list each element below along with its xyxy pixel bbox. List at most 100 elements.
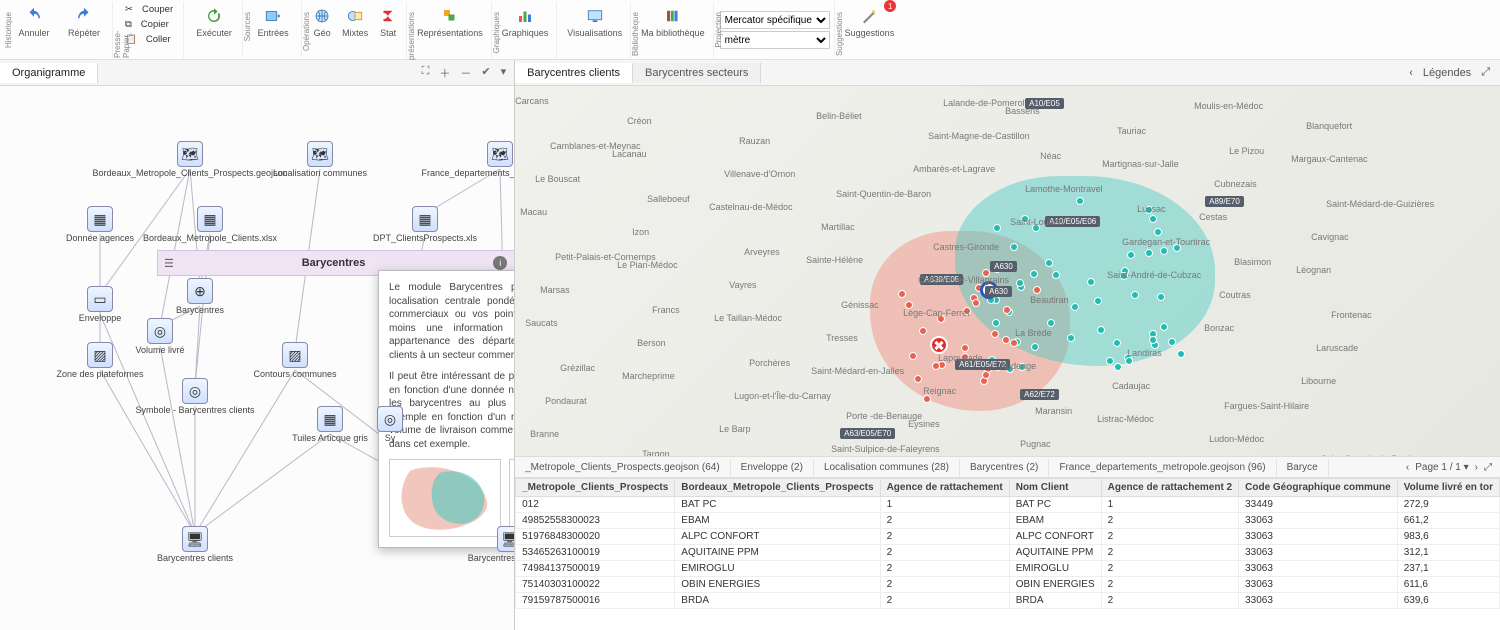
- tab-barycentres-secteurs[interactable]: Barycentres secteurs: [633, 63, 761, 83]
- group-label-history: Historique: [4, 12, 13, 48]
- chevron-down-icon[interactable]: ▾: [501, 65, 507, 81]
- legends-button[interactable]: Légendes: [1423, 67, 1471, 79]
- place-label: Tauriac: [1117, 126, 1146, 136]
- table-row[interactable]: 012BAT PC1BAT PC133449272,9: [516, 497, 1500, 513]
- tab-barycentres-clients[interactable]: Barycentres clients: [515, 63, 633, 83]
- table-row[interactable]: 75140303100022OBIN ENERGIES2OBIN ENERGIE…: [516, 577, 1500, 593]
- org-node-dptsect[interactable]: ▦DPT_Sect: [500, 206, 514, 244]
- marker-forbidden[interactable]: [930, 336, 948, 354]
- fit-icon[interactable]: ⛶: [422, 65, 430, 81]
- org-node-tuiles[interactable]: ▦Tuiles Articque gris: [270, 406, 390, 444]
- fullscreen-icon[interactable]: ⤢: [1481, 66, 1490, 79]
- pager-expand[interactable]: ⤢: [1484, 462, 1492, 473]
- node-icon: 🗺: [487, 141, 513, 167]
- barchart-icon: [515, 6, 535, 26]
- data-tab[interactable]: _Metropole_Clients_Prospects.geojson (64…: [515, 459, 731, 476]
- place-label: Cubnezais: [1214, 179, 1257, 189]
- sigma-icon: [378, 6, 398, 26]
- place-label: Arveyres: [744, 247, 780, 257]
- org-node-france[interactable]: 🗺France_departements_metropole.geojs: [440, 141, 514, 179]
- place-label: Castres-Gironde: [933, 242, 999, 252]
- unit-select[interactable]: mètre: [720, 31, 830, 49]
- table-row[interactable]: 74984137500019EMIROGLU2EMIROGLU233063237…: [516, 561, 1500, 577]
- minus-icon[interactable]: －: [460, 65, 471, 81]
- plus-icon[interactable]: ＋: [439, 65, 450, 81]
- layers-icon: [440, 6, 460, 26]
- node-label: Bordeaux_Metropole_Clients.xlsx: [143, 234, 277, 244]
- table-row[interactable]: 79159787500016BRDA2BRDA233063639,6: [516, 593, 1500, 609]
- table-row[interactable]: 53465263100019AQUITAINE PPM2AQUITAINE PP…: [516, 545, 1500, 561]
- org-node-symbole[interactable]: ◎Symbole - Barycentres clients: [135, 378, 255, 416]
- place-label: Izon: [632, 227, 649, 237]
- table-header[interactable]: Volume livré en tor: [1397, 479, 1499, 497]
- redo-button[interactable]: Répéter: [60, 2, 108, 42]
- org-node-barysecteurs[interactable]: 🖥Barycentres secteurs: [450, 526, 514, 564]
- node-icon: ▨: [87, 342, 113, 368]
- node-icon: 🗺: [307, 141, 333, 167]
- representations-button[interactable]: Représentations: [413, 2, 487, 42]
- place-label: Belin-Béliet: [816, 111, 862, 121]
- place-label: Cabanac-et-Villagrains: [918, 275, 1009, 285]
- node-label: Symbole - Barycentres clients: [135, 406, 254, 416]
- node-label: Zone des plateformes: [56, 370, 143, 380]
- place-label: Lussac: [1137, 204, 1166, 214]
- place-label: Vayres: [729, 280, 756, 290]
- group-label-projection: Projection: [714, 12, 723, 48]
- table-header[interactable]: Agence de rattachement 2: [1101, 479, 1239, 497]
- inputs-button[interactable]: Entrées: [249, 2, 297, 42]
- execute-button[interactable]: Exécuter: [190, 2, 238, 42]
- data-tab[interactable]: France_departements_metropole.geojson (9…: [1049, 459, 1276, 476]
- pager-prev[interactable]: ‹: [1406, 462, 1409, 473]
- geo-button[interactable]: Géo: [308, 2, 336, 42]
- pager-label: Page 1 / 1 ▾: [1415, 462, 1468, 473]
- org-node-zone[interactable]: ▨ Zone des plateformes: [40, 342, 160, 380]
- place-label: Francs: [652, 305, 680, 315]
- data-tab[interactable]: Baryce: [1277, 459, 1329, 476]
- pager-next[interactable]: ›: [1475, 462, 1478, 473]
- data-tab[interactable]: Localisation communes (28): [814, 459, 960, 476]
- table-row[interactable]: 49852558300023EBAM2EBAM233063661,2: [516, 513, 1500, 529]
- projection-select[interactable]: Mercator spécifique p: [720, 11, 830, 29]
- expand-icon[interactable]: ⤢: [513, 257, 514, 270]
- mixed-button[interactable]: Mixtes: [338, 2, 372, 42]
- place-label: Marsas: [540, 285, 570, 295]
- library-button[interactable]: Ma bibliothèque: [637, 2, 709, 42]
- data-tab[interactable]: Enveloppe (2): [731, 459, 814, 476]
- highway-label: A62/E72: [1020, 389, 1059, 400]
- data-tabs: _Metropole_Clients_Prospects.geojson (64…: [515, 456, 1500, 478]
- undo-button[interactable]: Annuler: [10, 2, 58, 42]
- place-label: Carcans: [515, 96, 549, 106]
- node-icon: ▨: [282, 342, 308, 368]
- visualisations-button[interactable]: Visualisations: [563, 2, 626, 42]
- table-header[interactable]: _Metropole_Clients_Prospects: [516, 479, 675, 497]
- node-label: Bordeaux_Metropole_Clients_Prospects.geo…: [92, 169, 287, 179]
- org-node-contours[interactable]: ▨Contours communes: [235, 342, 355, 380]
- place-label: Libourne: [1301, 376, 1336, 386]
- data-tab[interactable]: Barycentres (2): [960, 459, 1049, 476]
- table-header[interactable]: Bordeaux_Metropole_Clients_Prospects: [675, 479, 880, 497]
- charts-button[interactable]: Graphiques: [498, 2, 553, 42]
- hamburger-icon[interactable]: ☰: [158, 257, 180, 270]
- place-label: Gardegan-et-Tourtirac: [1122, 237, 1210, 247]
- place-label: Listrac-Médoc: [1097, 414, 1154, 424]
- tab-organigramme[interactable]: Organigramme: [0, 63, 98, 83]
- table-row[interactable]: 51976848300020ALPC CONFORT2ALPC CONFORT2…: [516, 529, 1500, 545]
- org-canvas[interactable]: ☰ Barycentres i ⤢ Le module Barycentres …: [0, 86, 514, 630]
- table-header[interactable]: Nom Client: [1009, 479, 1101, 497]
- table-header[interactable]: Agence de rattachement: [880, 479, 1009, 497]
- stat-button[interactable]: Stat: [374, 2, 402, 42]
- table-header[interactable]: Code Géographique commune: [1239, 479, 1398, 497]
- suggestions-button[interactable]: 1 Suggestions: [841, 2, 899, 42]
- org-node-dptcp[interactable]: ▦DPT_ClientsProspects.xls: [365, 206, 485, 244]
- org-node-loc[interactable]: 🗺Localisation communes: [260, 141, 380, 179]
- org-node-bmcx[interactable]: ▦Bordeaux_Metropole_Clients.xlsx: [150, 206, 270, 244]
- chevron-left-icon[interactable]: ‹: [1409, 67, 1413, 79]
- check-icon[interactable]: ✔: [481, 65, 490, 81]
- map-viewport[interactable]: A10/E05A10/E05/E06A89/E70A630A630/E05A63…: [515, 86, 1500, 456]
- place-label: Macau: [520, 207, 547, 217]
- place-label: Branne: [530, 429, 559, 439]
- group-label-clipboard: Presse-Papier: [113, 12, 131, 58]
- org-node-baryclients[interactable]: 🖥Barycentres clients: [135, 526, 255, 564]
- org-node-bmcp[interactable]: 🗺Bordeaux_Metropole_Clients_Prospects.ge…: [130, 141, 250, 179]
- info-icon[interactable]: i: [493, 256, 507, 270]
